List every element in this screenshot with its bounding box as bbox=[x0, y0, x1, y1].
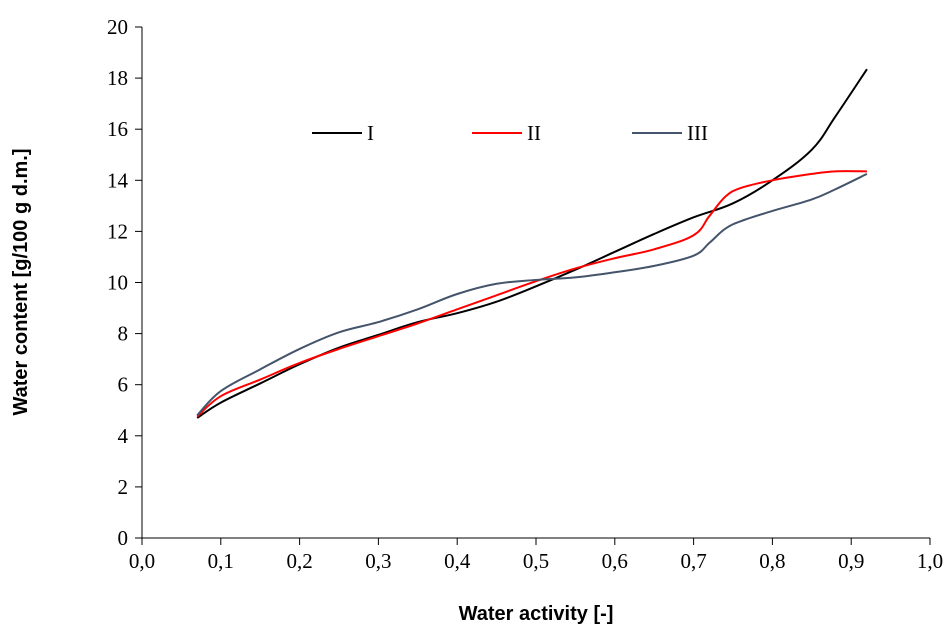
series-group bbox=[196, 68, 868, 419]
x-tick-label: 0,3 bbox=[365, 549, 391, 573]
y-tick-label: 20 bbox=[107, 15, 128, 39]
x-axis-title: Water activity [-] bbox=[459, 603, 614, 625]
y-tick-label: 4 bbox=[118, 424, 129, 448]
legend: I II III bbox=[312, 121, 708, 145]
legend-label-ii: II bbox=[527, 121, 541, 145]
x-tick-label: 0,4 bbox=[444, 549, 471, 573]
y-tick-label: 2 bbox=[118, 475, 129, 499]
y-tick-label: 8 bbox=[118, 322, 129, 346]
x-tick-label: 0,8 bbox=[759, 549, 785, 573]
legend-label-i: I bbox=[367, 121, 374, 145]
series-line-iii bbox=[196, 173, 868, 417]
y-tick-label: 0 bbox=[118, 526, 129, 550]
x-tick-label: 0,9 bbox=[838, 549, 864, 573]
axes: 0 2 4 6 8 10 12 14 16 18 20 0,0 0,1 0,2 0,3 0,4 0,5 0,6 0,… bbox=[107, 15, 943, 573]
y-tick-label: 14 bbox=[107, 168, 129, 192]
y-tick-label: 6 bbox=[118, 373, 129, 397]
y-axis-title: Water content [g/100 g d.m.] bbox=[10, 148, 32, 415]
x-tick-label: 0,7 bbox=[680, 549, 706, 573]
y-tick-label: 16 bbox=[107, 117, 128, 141]
x-tick-label: 1,0 bbox=[917, 549, 943, 573]
x-tick-label: 0,2 bbox=[286, 549, 312, 573]
series-line-ii bbox=[196, 170, 867, 418]
legend-label-iii: III bbox=[687, 121, 708, 145]
x-tick-label: 0,0 bbox=[129, 549, 155, 573]
y-tick-label: 18 bbox=[107, 66, 128, 90]
x-tick-label: 0,6 bbox=[602, 549, 628, 573]
x-tick-label: 0,1 bbox=[208, 549, 234, 573]
y-tick-label: 12 bbox=[107, 219, 128, 243]
x-tick-label: 0,5 bbox=[523, 549, 549, 573]
y-tick-label: 10 bbox=[107, 271, 128, 295]
